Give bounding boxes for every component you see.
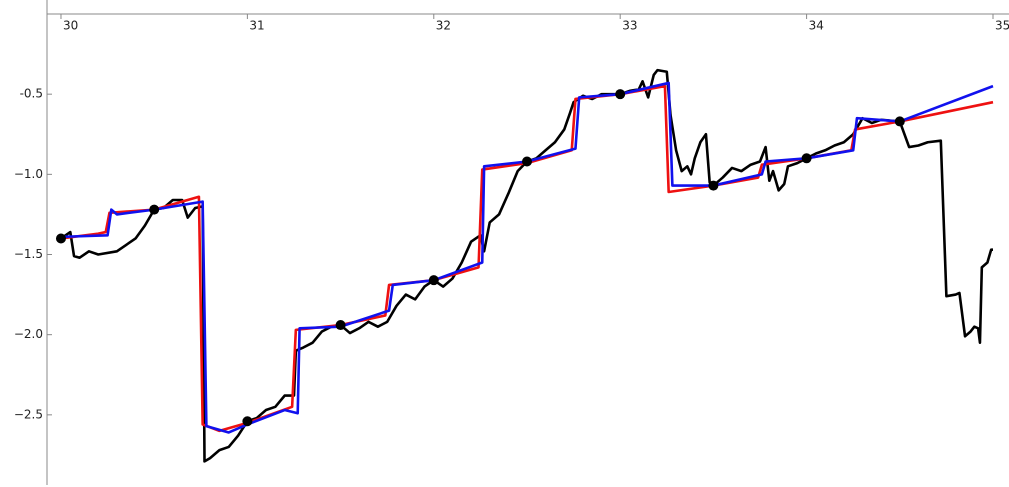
y-tick-label: −2.0 bbox=[14, 327, 43, 341]
x-tick-label: 32 bbox=[436, 19, 451, 33]
x-tick-label: 34 bbox=[809, 19, 824, 33]
marker bbox=[894, 116, 905, 127]
marker bbox=[242, 416, 253, 427]
y-tick-label: −2.5 bbox=[14, 407, 43, 421]
marker bbox=[149, 204, 160, 215]
x-tick-label: 35 bbox=[995, 19, 1009, 33]
series-line bbox=[60, 81, 994, 434]
x-tick-label: 30 bbox=[63, 19, 78, 33]
marker bbox=[801, 153, 812, 164]
x-tick-label: 31 bbox=[249, 19, 264, 33]
marker bbox=[428, 275, 439, 286]
y-tick-label: −1.5 bbox=[14, 247, 43, 261]
series-line bbox=[60, 84, 994, 433]
x-tick-label: 33 bbox=[622, 19, 637, 33]
marker bbox=[521, 156, 532, 167]
marker bbox=[55, 233, 66, 244]
y-tick-label: −1.0 bbox=[14, 167, 43, 181]
marker bbox=[335, 320, 346, 331]
marker bbox=[708, 180, 719, 191]
y-tick-label: -0.5 bbox=[20, 87, 43, 101]
marker bbox=[615, 89, 626, 100]
